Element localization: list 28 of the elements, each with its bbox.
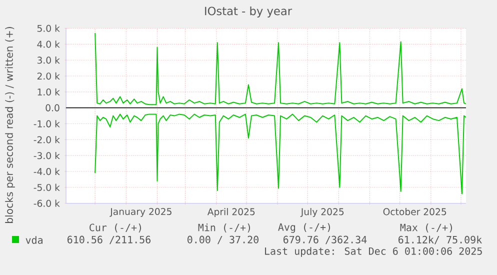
y-tick-label: 4.0 k [37, 40, 60, 48]
y-tick-label: -4.0 k [34, 168, 60, 176]
text: 679.76 /362.34 [284, 236, 367, 244]
y-tick-label: -5.0 k [34, 184, 60, 191]
text: Min (-/+) [198, 224, 250, 232]
text: Cur (-/+) [90, 224, 142, 232]
x-tick-label: April 2025 [207, 208, 255, 218]
y-tick-label: 3.0 k [37, 56, 60, 64]
text: Max (-/+) [400, 224, 452, 232]
y-tick-label: 5.0 k [37, 24, 60, 32]
x-tick-label: January 2025 [110, 208, 172, 217]
y-axis-title: blocks per second read (-) / written (+) [5, 26, 15, 223]
text: Avg (-/+) [278, 223, 330, 233]
legend-label: vda [26, 236, 42, 244]
chart-title: IOstat - by year [205, 6, 292, 18]
text: 610.56 /211.56 [68, 236, 150, 244]
text: Last update: Sat Dec 6 01:00:06 2025 [265, 247, 482, 257]
text: 0.00 / 37.20 [188, 236, 258, 244]
y-tick-label: 1.0 k [38, 88, 60, 96]
x-tick-label: July 2025 [300, 208, 344, 218]
text: 61.12k/ 75.09k [398, 236, 482, 244]
y-tick-label: 0.0 [46, 104, 60, 112]
y-tick-label: -3.0 k [34, 152, 60, 160]
y-tick-label: -6.0 k [34, 200, 60, 207]
y-tick-label: -2.0 k [34, 136, 60, 144]
y-tick-label: 2.0 k [37, 72, 60, 80]
x-tick-label: October 2025 [383, 208, 446, 216]
y-tick-label: -1.0 k [34, 120, 60, 128]
